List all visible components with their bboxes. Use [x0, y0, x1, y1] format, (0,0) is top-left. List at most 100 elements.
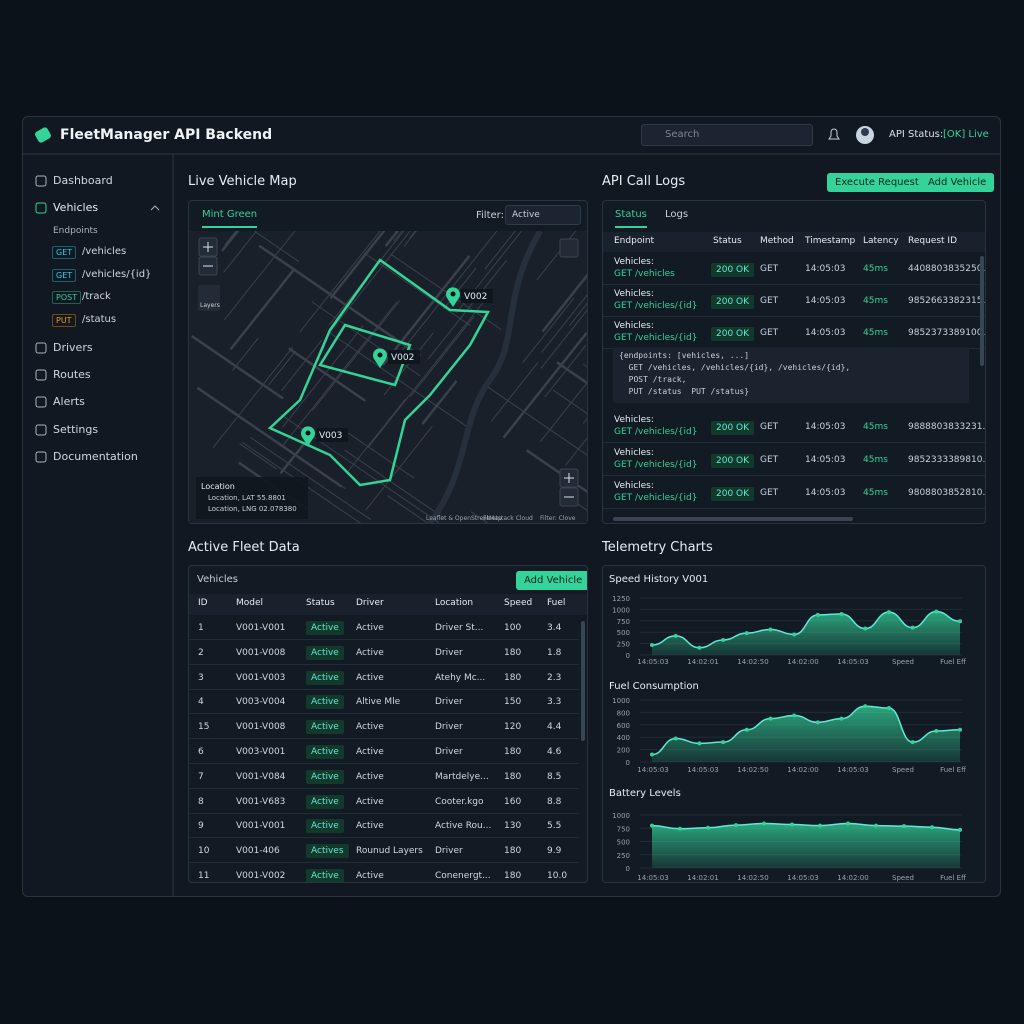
fleet-cell: V003-V001: [236, 747, 286, 757]
street: [281, 339, 323, 392]
street: [345, 398, 406, 474]
log-cell: 14:05:03: [805, 328, 846, 338]
logo: [35, 127, 51, 143]
street: [328, 231, 405, 326]
method-badge: GET: [52, 246, 77, 259]
column-header: Latency: [863, 236, 899, 246]
log-cell: 14:05:03: [805, 264, 846, 274]
street: [421, 380, 458, 425]
point: [650, 642, 654, 647]
execute-button[interactable]: Execute Request: [827, 173, 927, 192]
nav-item[interactable]: Documentation: [53, 450, 138, 463]
point: [790, 822, 794, 827]
endpoint-path[interactable]: /status: [82, 314, 117, 326]
endpoint-path[interactable]: /vehicles/{id}: [82, 268, 152, 280]
point: [910, 625, 915, 630]
column-header: Status: [306, 598, 335, 608]
nav-item[interactable]: Settings: [53, 423, 99, 436]
fleet-cell: 9.9: [547, 846, 562, 857]
nav-item[interactable]: Alerts: [53, 395, 85, 408]
point: [721, 740, 726, 745]
street: [239, 443, 277, 470]
endpoint-path[interactable]: /track: [82, 291, 111, 303]
x-tick-label: 14:05:03: [837, 658, 868, 666]
row-divider: [603, 508, 985, 509]
row-divider: [603, 284, 985, 285]
point: [673, 736, 678, 741]
legend-item: Location, LAT 55.8801: [208, 494, 286, 502]
row-divider: [189, 738, 579, 740]
x-tick-label: Fuel Eff: [940, 874, 966, 882]
log-cell: GET: [760, 455, 779, 465]
attribution: Leaflet & OpenStreetMap: [426, 515, 502, 522]
endpoint-name: Vehicles:: [614, 448, 654, 458]
point: [930, 825, 934, 830]
point: [650, 823, 654, 828]
street: [344, 449, 445, 519]
point: [721, 637, 726, 642]
street: [250, 437, 371, 521]
fleet-cell: 180: [504, 871, 522, 881]
logs-tab[interactable]: Status: [615, 209, 647, 228]
fleet-cell: V001-V001: [236, 821, 286, 832]
fleet-cell: Driver: [435, 722, 463, 733]
add-vehicle-button[interactable]: Add Vehicle: [516, 571, 587, 590]
marker-label-bg: [316, 428, 348, 442]
street: [381, 255, 471, 366]
status-badge: 200 OK: [711, 263, 755, 277]
filter-select[interactable]: Active: [505, 205, 581, 225]
nav-item[interactable]: Dashboard: [53, 174, 113, 187]
status-badge: Active: [306, 769, 344, 784]
fleet-title: Active Fleet Data: [188, 540, 300, 555]
code-line: GET /vehicles, /vehicles/{id}, /vehicles…: [619, 363, 851, 372]
y-tick-label: 500: [617, 839, 630, 847]
marker-label: V002: [464, 292, 487, 302]
logs-tab[interactable]: Logs: [665, 209, 689, 220]
fleet-cell: 3.3: [547, 697, 562, 708]
fleet-cell: Conenergt...: [435, 871, 491, 881]
map-tab[interactable]: Mint Green: [202, 209, 258, 228]
log-cell: GET: [760, 296, 779, 306]
row-divider: [603, 442, 985, 443]
log-cell: GET: [760, 488, 779, 498]
add-vehicle-button[interactable]: Add Vehicle: [920, 173, 995, 192]
log-cell: 45ms: [863, 328, 888, 338]
street: [393, 231, 403, 242]
status-badge: 200 OK: [711, 327, 755, 341]
nav-item[interactable]: Drivers: [53, 341, 93, 354]
log-cell: 45ms: [863, 488, 888, 498]
nav-item[interactable]: Routes: [53, 368, 91, 381]
fleet-cell: Active: [356, 647, 384, 658]
fleet-cell: Active: [356, 747, 384, 757]
street: [456, 231, 523, 314]
x-tick-label: 14:02:00: [787, 766, 818, 774]
log-cell: 45ms: [863, 422, 888, 432]
layers-button: [198, 285, 220, 311]
endpoint-path: GET /vehicles/{id}: [614, 301, 698, 311]
street: [387, 495, 429, 523]
status-badge: Active: [306, 621, 344, 635]
fleet-cell: V001-V008: [236, 722, 286, 733]
route: [267, 258, 491, 487]
scrollbar: [581, 621, 585, 741]
chart-title: Speed History V001: [609, 574, 708, 585]
fleet-cell: 5.5: [547, 821, 562, 832]
point: [792, 632, 797, 637]
point: [706, 825, 710, 830]
fleet-subtitle: Vehicles: [197, 574, 238, 585]
search-box[interactable]: Search: [641, 124, 813, 146]
code-line: PUT /status PUT /status}: [619, 387, 750, 396]
row-divider: [189, 862, 579, 864]
nav-item[interactable]: Vehicles: [53, 201, 99, 214]
app-title: FleetManager API Backend: [60, 127, 273, 143]
column-header: Method: [760, 236, 794, 246]
zoom-icon: [203, 242, 213, 252]
street: [398, 231, 498, 355]
y-tick-label: 1000: [612, 812, 630, 820]
column-header: Speed: [504, 598, 533, 608]
fleet-cell: V001-V084: [236, 771, 286, 782]
fleet-cell: Driver: [435, 747, 463, 757]
endpoint-path[interactable]: /vehicles: [82, 246, 127, 257]
decorations: [22, 126, 1001, 897]
fleet-cell: 1.8: [547, 647, 562, 658]
